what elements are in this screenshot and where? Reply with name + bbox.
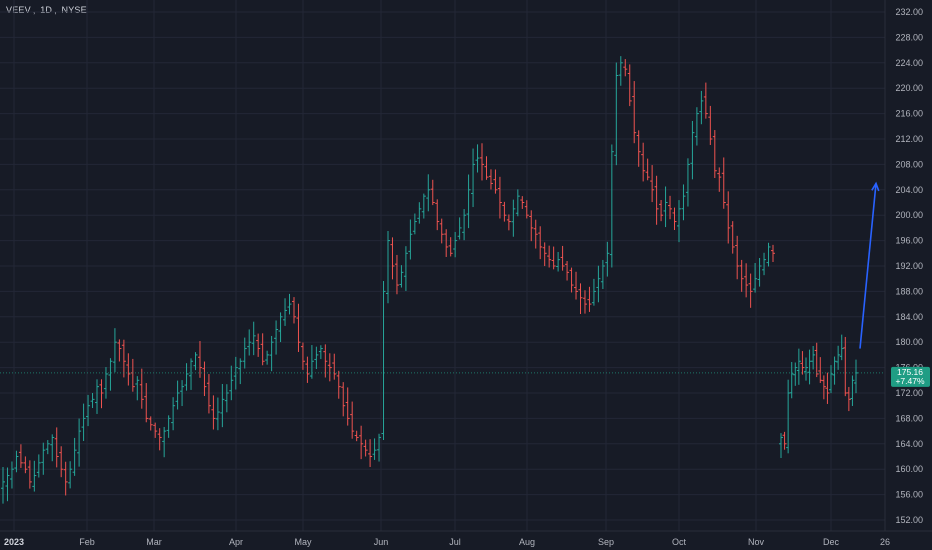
price-tick-label: 216.00 [895,109,923,119]
price-tick-label: 200.00 [895,210,923,220]
price-tick-label: 192.00 [895,261,923,271]
annotation-arrow-head[interactable] [871,181,880,192]
time-tick-label: May [294,537,312,547]
price-tick-label: 232.00 [895,7,923,17]
symbol-label: VEEV [6,5,31,15]
time-tick-label: 26 [880,537,890,547]
time-tick-label: Aug [519,537,535,547]
time-tick-label: Apr [229,537,243,547]
price-tick-label: 188.00 [895,286,923,296]
price-tick-label: 204.00 [895,185,923,195]
time-tick-label: Dec [823,537,840,547]
time-tick-label: Mar [146,537,162,547]
price-tick-label: 224.00 [895,58,923,68]
price-tick-label: 172.00 [895,388,923,398]
time-tick-label: Oct [672,537,687,547]
price-tick-label: 196.00 [895,236,923,246]
time-tick-label: 2023 [4,537,24,547]
price-tick-label: 228.00 [895,32,923,42]
time-tick-label: Jul [449,537,461,547]
price-tick-label: 184.00 [895,312,923,322]
time-tick-label: Jun [374,537,389,547]
price-tick-label: 152.00 [895,515,923,525]
price-tick-label: 160.00 [895,464,923,474]
last-price-badge [891,366,930,387]
last-price-value: 175.16 [897,367,923,377]
price-tick-label: 220.00 [895,83,923,93]
time-tick-label: Nov [748,537,765,547]
price-tick-label: 208.00 [895,159,923,169]
exchange-label: NYSE [61,5,87,15]
price-tick-label: 212.00 [895,134,923,144]
interval-label: 1D [40,5,53,15]
time-tick-label: Sep [598,537,614,547]
chart-header: VEEV, 1D, NYSE [6,5,87,15]
price-tick-label: 168.00 [895,413,923,423]
price-tick-label: 180.00 [895,337,923,347]
last-price-change: +7.47% [895,376,925,386]
price-tick-label: 156.00 [895,490,923,500]
annotation-arrow-line[interactable] [859,183,877,349]
time-tick-label: Feb [79,537,95,547]
price-tick-label: 164.00 [895,439,923,449]
